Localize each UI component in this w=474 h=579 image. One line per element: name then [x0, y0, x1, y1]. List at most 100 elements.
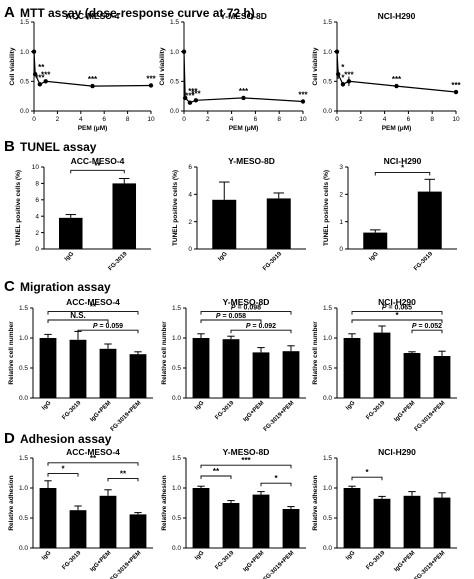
chart-title: NCI-H290	[378, 11, 416, 21]
section-b-header: B TUNEL assay	[4, 138, 97, 155]
x-axis-label: PEM (μM)	[229, 125, 259, 132]
bar	[403, 353, 421, 398]
chart-b1: ACC-MESO-4 0 2 4 6 8 10 TUNEL positive cells (%…	[15, 156, 151, 272]
bar	[343, 488, 361, 548]
category-label: FG-3019+PEM	[110, 550, 143, 579]
section-letter-d: D	[4, 430, 15, 447]
y-tick-label: 1.0	[323, 485, 332, 492]
data-label: ***	[146, 74, 156, 83]
bar	[58, 217, 83, 249]
category-label: IgG+PEM	[242, 400, 265, 423]
y-tick-label: 1.0	[170, 49, 179, 56]
bar	[403, 495, 421, 548]
x-tick-label: 6	[407, 116, 411, 123]
bar	[222, 503, 240, 548]
y-tick-label: 1.0	[19, 485, 28, 492]
bar	[99, 348, 117, 398]
bar	[373, 498, 391, 548]
bar	[266, 198, 291, 249]
category-label: IgG+PEM	[89, 400, 112, 423]
y-tick-label: 0.0	[170, 108, 179, 115]
significance-bracket	[200, 475, 232, 479]
y-tick-label: 2	[188, 219, 192, 226]
x-tick-label: 8	[277, 116, 281, 123]
category-label: FG-3019	[61, 400, 82, 421]
x-tick-label: 8	[430, 116, 434, 123]
significance-bracket	[260, 482, 292, 487]
y-tick-label: 0.5	[323, 515, 332, 522]
bar	[222, 339, 240, 398]
category-label: IgG	[345, 550, 357, 562]
y-tick-label: 10	[32, 164, 40, 171]
bar	[433, 356, 451, 398]
significance-label: P = 0.098	[231, 305, 261, 312]
y-tick-label: 0.5	[19, 515, 28, 522]
data-label: ***	[191, 89, 201, 98]
y-axis-label: Cell viability	[9, 47, 16, 85]
y-tick-label: 6	[35, 197, 39, 204]
y-tick-label: 0.0	[323, 395, 332, 402]
section-title-b: TUNEL assay	[20, 140, 97, 154]
y-tick-label: 3	[339, 164, 343, 171]
y-tick-label: 0.5	[20, 79, 29, 86]
chart-a1: ACC-MESO-4 0.0 0.5 1.0 1.5 Cell viability 0 2 4 6…	[9, 11, 157, 132]
significance-label: **	[90, 454, 97, 463]
data-label: ***	[392, 75, 402, 84]
bar	[373, 332, 391, 398]
bar	[129, 514, 147, 548]
y-tick-label: 4	[35, 213, 39, 220]
category-label: FG-3019	[108, 251, 129, 272]
y-tick-label: 1.5	[19, 455, 28, 462]
y-tick-label: 0.0	[323, 108, 332, 115]
chart-title: ACC-MESO-4	[66, 447, 120, 457]
y-tick-label: 0	[188, 246, 192, 253]
data-point	[335, 72, 341, 77]
data-point	[32, 72, 38, 77]
significance-label: P = 0.092	[246, 323, 276, 330]
significance-label: **	[213, 467, 220, 476]
x-axis-label: PEM (μM)	[78, 125, 108, 132]
bar	[192, 488, 210, 548]
significance-bracket	[411, 329, 443, 334]
y-tick-label: 6	[188, 164, 192, 171]
data-label: ***	[88, 75, 98, 84]
y-tick-label: 1.5	[172, 455, 181, 462]
y-axis-label: TUNEL positive cells (%)	[15, 170, 22, 246]
y-tick-label: 1.5	[170, 19, 179, 26]
bar	[112, 183, 137, 249]
bar	[39, 338, 57, 398]
significance-bracket	[351, 319, 443, 323]
data-point	[340, 82, 346, 87]
data-label: ***	[188, 87, 198, 96]
category-label: IgG	[41, 550, 53, 562]
significance-bracket	[107, 477, 139, 482]
significance-label: N.S.	[70, 311, 86, 320]
significance-label: P = 0.065	[382, 305, 412, 312]
significance-label: **	[120, 469, 127, 478]
y-axis-label: Relative adhesion	[312, 475, 319, 530]
bar	[192, 338, 210, 398]
chart-a3: NCI-H290 0.0 0.5 1.0 1.5 Cell viability 0 2 4 6 8 1…	[312, 11, 462, 132]
chart-title: NCI-H290	[378, 297, 416, 307]
data-label: **	[38, 63, 45, 72]
data-point	[300, 99, 306, 104]
y-axis-label: Relative adhesion	[161, 475, 168, 530]
y-tick-label: 0.5	[172, 365, 181, 372]
chart-title: Y-MESO-8D	[228, 156, 275, 166]
chart-title: ACC-MESO-4	[66, 11, 120, 21]
bar	[343, 338, 361, 398]
significance-label: ***	[241, 456, 251, 465]
x-tick-label: 6	[102, 116, 106, 123]
x-tick-label: 0	[32, 116, 36, 123]
data-point	[31, 49, 37, 54]
data-point	[334, 49, 340, 54]
x-axis-label: PEM (μM)	[382, 125, 412, 132]
category-label: IgG	[194, 400, 206, 412]
category-label: FG-3019+PEM	[110, 400, 143, 433]
data-point	[148, 83, 154, 88]
chart-b2: Y-MESO-8D 0 2 4 6 TUNEL positive cells (%) IgG…	[172, 156, 306, 272]
significance-bracket	[47, 462, 139, 466]
significance-label: P = 0.058	[216, 313, 246, 320]
data-point	[90, 83, 95, 89]
